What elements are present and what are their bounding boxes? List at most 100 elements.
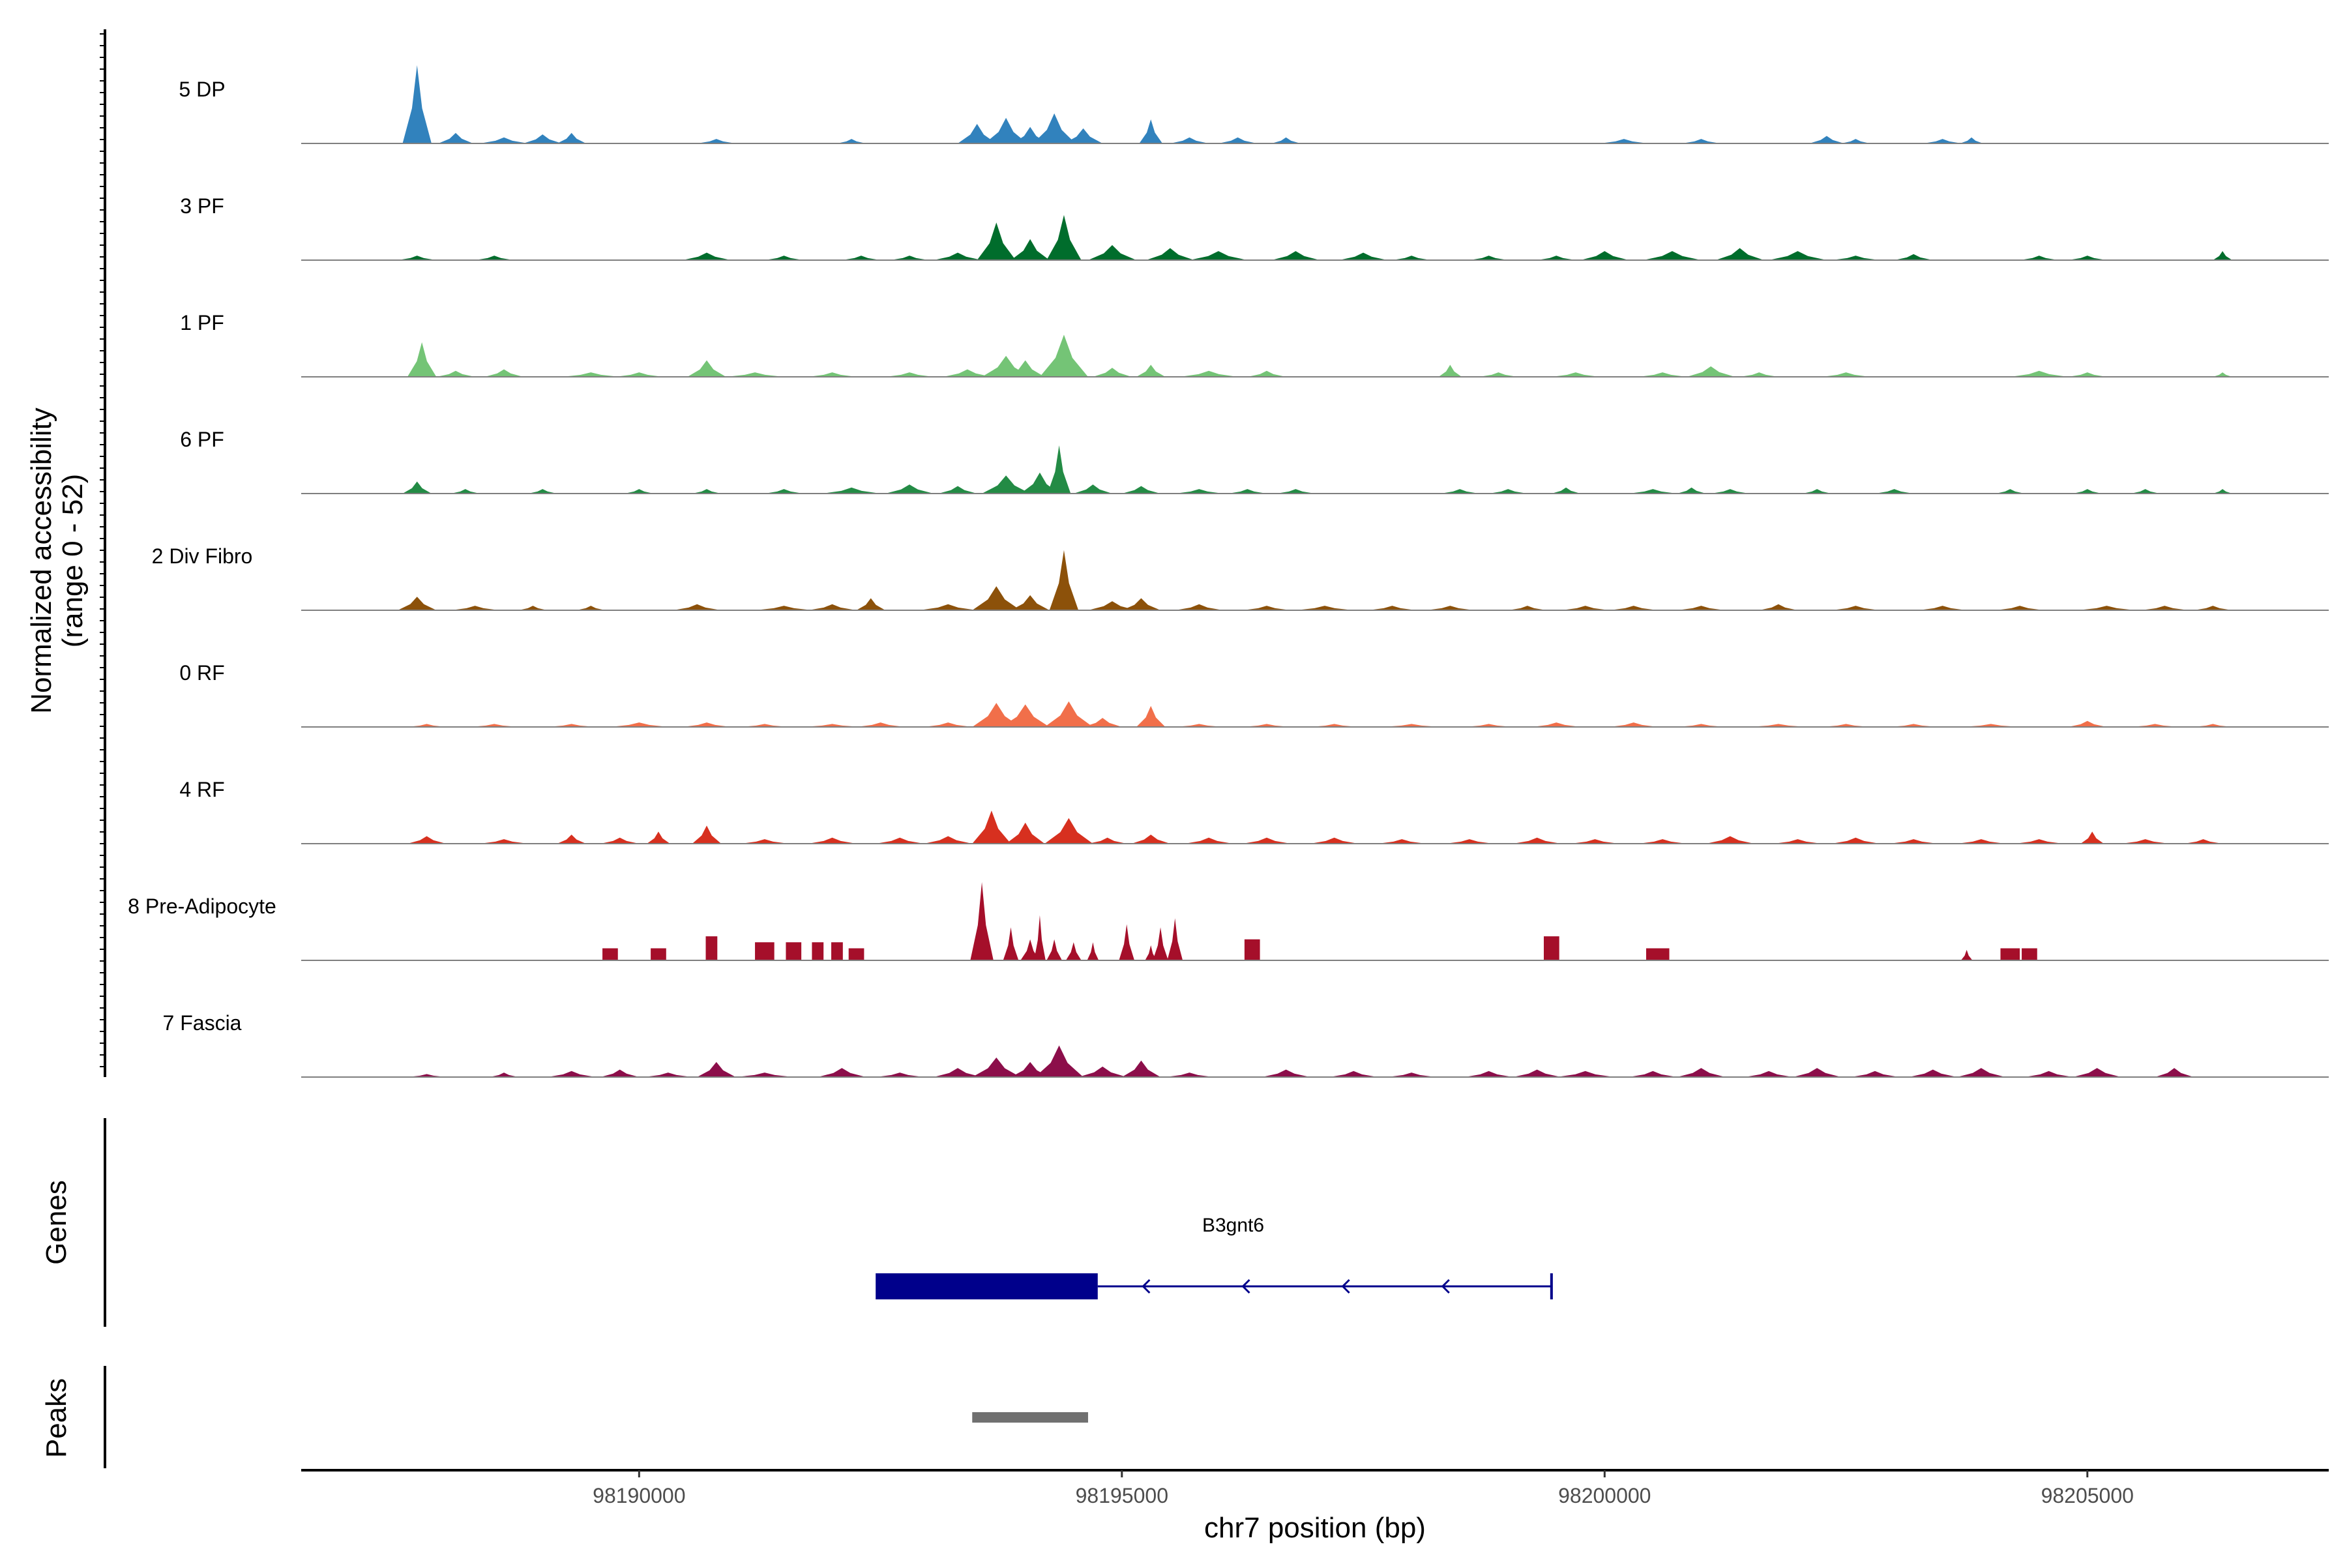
coverage-peak (1175, 724, 1224, 727)
coverage-peak (673, 604, 722, 610)
coverage-peak (1831, 837, 1880, 844)
coverage-peak (402, 65, 432, 143)
coverage-peak (1638, 372, 1687, 377)
coverage-peak (450, 606, 499, 610)
coverage-peak (1551, 372, 1600, 377)
coverage-peak (2080, 831, 2104, 844)
coverage-peak (1185, 837, 1233, 844)
x-axis-ticks: 98190000 98195000 98200000 98205000 (593, 1470, 2134, 1507)
coverage-peak (523, 134, 562, 143)
coverage-peak (1629, 489, 1677, 494)
coverage-peak (1119, 924, 1135, 960)
track-label: 5 DP (179, 78, 225, 101)
coverage-peak (726, 372, 784, 377)
coverage-peak (1488, 489, 1528, 494)
coverage-peak (1537, 256, 1576, 260)
coverage-peak (697, 1061, 736, 1077)
coverage-peak (407, 1074, 447, 1077)
coverage-peak (2000, 948, 2020, 960)
coverage-peak (561, 372, 620, 377)
coverage-peak (1049, 550, 1079, 610)
x-tick-label: 98195000 (1076, 1484, 1168, 1507)
coverage-peak (1571, 839, 1619, 844)
coverage-peak (1035, 1045, 1084, 1077)
coverage-peak (1561, 606, 1610, 610)
coverage-peak (1739, 372, 1779, 377)
coverage-peak (1006, 822, 1045, 844)
coverage-peak (1046, 939, 1062, 960)
track-label: 3 PF (180, 194, 224, 218)
coverage-peak (2213, 489, 2232, 494)
coverage-peak (1599, 139, 1648, 143)
coverage-peak (2131, 724, 2179, 727)
coverage-peak (831, 942, 843, 960)
coverage-peak (2077, 606, 2136, 610)
coverage-peak (1677, 487, 1706, 494)
track-label: 8 Pre-Adipocyte (128, 895, 276, 918)
coverage-peak (1145, 945, 1157, 960)
coverage-peak (692, 825, 722, 844)
coverage-peak (1681, 139, 1720, 143)
coverage-peak (2022, 948, 2037, 960)
coverage-peak (1874, 489, 1914, 494)
coverage-peak (1382, 724, 1441, 727)
coverage-peak (764, 256, 804, 260)
coverage-peak (1073, 484, 1112, 494)
coverage-peak (755, 606, 813, 610)
coverage-peak (848, 948, 864, 960)
coverage-peak (398, 256, 437, 260)
coverage-peak (1513, 837, 1561, 844)
coverage-peak (1295, 606, 1354, 610)
coverage-peak (479, 137, 529, 143)
coverage-peak (1464, 1071, 1513, 1077)
coverage-peak (1677, 606, 1726, 610)
coverage-peak (856, 722, 905, 727)
coverage-peak (1011, 239, 1050, 260)
coverage-peak (2213, 372, 2232, 377)
coverage-peak (1822, 724, 1870, 727)
coverage-peak (2140, 606, 2189, 610)
coverage-peak (1918, 606, 1967, 610)
coverage-peak (938, 486, 977, 494)
coverage-peak (1003, 927, 1019, 960)
coverage-peak (812, 942, 824, 960)
coverage-peak (2015, 839, 2063, 844)
coverage-peak (972, 1058, 1021, 1077)
coverage-peak (2010, 370, 2069, 377)
genes-track: B3gnt6 (876, 1215, 1553, 1299)
coverage-peak (1392, 256, 1431, 260)
track-label: 4 RF (179, 778, 224, 801)
coverage-peak (436, 370, 475, 377)
coverage-peak (600, 837, 640, 844)
coverage-peak (697, 139, 736, 143)
coverage-peak (2121, 839, 2170, 844)
coverage-peak (1271, 251, 1320, 260)
coverage-peak (818, 1068, 866, 1077)
track-label: 7 Fascia (163, 1011, 242, 1035)
coverage-peak (1749, 724, 1808, 727)
coverage-peak (1687, 366, 1735, 377)
coverage-peak (2193, 724, 2232, 727)
coverage-peak (1242, 606, 1291, 610)
coverage-peak (1121, 598, 1161, 610)
coverage-peak (692, 489, 722, 494)
coverage-peak (1121, 486, 1161, 494)
coverage-peak (647, 831, 670, 844)
strand-arrow (1142, 1279, 1151, 1294)
track-label: 0 RF (179, 661, 224, 685)
coverage-peak (1508, 606, 1547, 610)
coverage-peak (1121, 1060, 1161, 1077)
coverage-peak (1368, 606, 1417, 610)
coverage-peak (1479, 372, 1518, 377)
coverage-peak (1044, 818, 1093, 844)
coverage-peak (450, 489, 480, 494)
gene-exon (876, 1273, 1098, 1299)
coverage-peak (1445, 839, 1494, 844)
coverage-peak (885, 484, 934, 494)
coverage-peak (740, 839, 789, 844)
coverage-peak (808, 837, 857, 844)
coverage-peak (1033, 113, 1076, 143)
coverage-peak (687, 360, 726, 377)
coverage-peak (2068, 720, 2107, 727)
